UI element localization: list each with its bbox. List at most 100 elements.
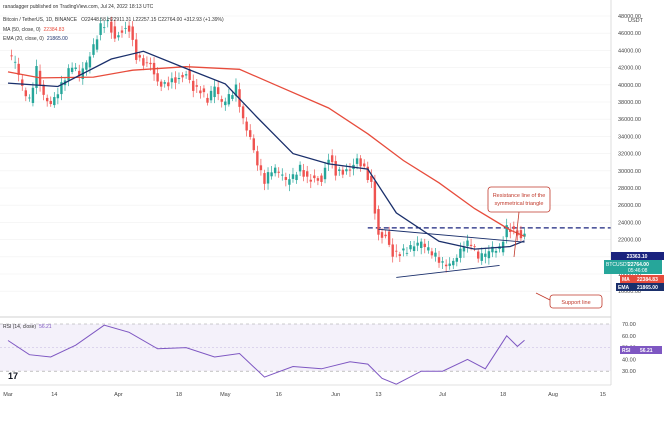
rsi-legend[interactable]: RSI (14, close) 56.21 xyxy=(3,324,52,330)
ema-tag-value: 21865.00 xyxy=(637,285,658,291)
price-axis[interactable]: 48000.00 46000.00 44000.00 42000.00 40000.00… xyxy=(618,14,641,295)
candle-body xyxy=(462,246,466,252)
support-note-pointer xyxy=(535,292,551,301)
candle-body xyxy=(202,88,206,93)
rsi-tag-value: 56.21 xyxy=(640,348,653,354)
price-tick-label: 44000.00 xyxy=(618,48,641,54)
resistance-note-box xyxy=(487,186,551,213)
candle-body xyxy=(284,177,288,180)
candle-body xyxy=(338,169,341,171)
candle-body xyxy=(24,90,28,97)
candle-body xyxy=(156,73,159,82)
candle-body xyxy=(377,209,380,235)
candle-body xyxy=(444,264,448,267)
candle-body xyxy=(466,240,469,247)
rsi-path xyxy=(7,324,525,385)
price-tick-label: 34000.00 xyxy=(618,134,641,140)
candle-body xyxy=(184,74,188,76)
candle-body xyxy=(227,94,231,105)
candle-body xyxy=(402,248,405,251)
candle-body xyxy=(313,175,316,179)
tradingview-logo: 17 xyxy=(8,371,18,381)
candle-body xyxy=(110,21,113,33)
candle-body xyxy=(206,97,209,103)
candle-body xyxy=(334,161,337,176)
candle-body xyxy=(49,100,52,105)
candle-body xyxy=(67,68,70,81)
candle-body xyxy=(398,254,402,256)
rsi-pane[interactable] xyxy=(0,323,611,385)
resistance-trendline xyxy=(378,228,525,243)
candle-body xyxy=(117,35,120,38)
candle-body xyxy=(523,233,526,237)
ma-tag-value: 22384.83 xyxy=(637,277,658,283)
candle-body xyxy=(434,252,437,257)
price-tick-label: 48000.00 xyxy=(618,14,641,20)
time-tick-label: May xyxy=(220,392,231,398)
candle-body xyxy=(95,39,99,50)
candle-body xyxy=(427,247,430,251)
candle-body xyxy=(92,44,95,55)
candle-body xyxy=(455,257,459,262)
candle-body xyxy=(316,178,320,181)
rsi-tick-label: 30.00 xyxy=(622,369,636,375)
candle-body xyxy=(213,86,216,98)
candle-body xyxy=(31,87,35,103)
candle-body xyxy=(220,99,223,102)
candle-body xyxy=(298,164,302,172)
candle-body xyxy=(512,226,516,230)
candle-body xyxy=(188,69,191,80)
candle-body xyxy=(505,225,508,238)
currency-label: USDT xyxy=(628,18,644,24)
time-tick-label: 18 xyxy=(176,392,182,398)
support-note-label: Support line xyxy=(561,300,590,306)
candle-body xyxy=(78,70,81,76)
ema-tag: EMA 21865.00 xyxy=(616,283,664,291)
support-trendline xyxy=(396,264,500,278)
candle-body xyxy=(88,56,92,68)
last-symbol-label: BTCUSDT xyxy=(606,262,630,268)
candle-body xyxy=(120,30,124,33)
candle-body xyxy=(288,179,291,185)
candle-body xyxy=(412,246,416,252)
candle-body xyxy=(263,173,266,184)
candle-body xyxy=(149,62,152,65)
resistance-note-line2: symmetrical triangle xyxy=(495,201,544,207)
candle-body xyxy=(192,80,195,91)
candle-body xyxy=(423,243,426,248)
price-tick-label: 22000.00 xyxy=(618,238,641,244)
ma-tag-label: MA xyxy=(622,277,630,283)
candle-body xyxy=(291,174,295,179)
time-tick-label: 13 xyxy=(375,392,381,398)
candle-body xyxy=(363,163,366,167)
candle-body xyxy=(28,97,31,99)
candle-body xyxy=(405,252,409,254)
candle-body xyxy=(145,62,149,64)
publisher-line: ranadagger published on TradingView.com,… xyxy=(3,4,154,10)
ema20-path xyxy=(7,50,525,250)
candle-body xyxy=(224,101,227,106)
candle-body xyxy=(359,158,362,167)
candle-body xyxy=(13,61,17,63)
time-tick-label: Mar xyxy=(3,392,13,398)
annotations: Resistance line of the symmetrical trian… xyxy=(487,186,603,309)
rsi-tick-label: 60.00 xyxy=(622,334,636,340)
candle-body xyxy=(249,130,252,137)
time-tick-label: Apr xyxy=(114,392,123,398)
time-axis[interactable]: Mar 14 Apr 18 May 16 Jun 13 Jul 18 Aug 15 xyxy=(3,392,606,398)
candle-body xyxy=(195,85,198,87)
candle-body xyxy=(448,263,451,266)
candle-body xyxy=(131,26,134,40)
candle-body xyxy=(252,138,255,151)
candle-body xyxy=(231,95,234,99)
candle-body xyxy=(45,97,49,102)
ema-legend[interactable]: EMA (20, close, 0) 21865.00 xyxy=(3,36,68,42)
candle-body xyxy=(270,172,273,177)
candle-body xyxy=(452,260,455,266)
time-tick-label: 16 xyxy=(276,392,282,398)
candle-body xyxy=(216,87,220,95)
price-tick-label: 28000.00 xyxy=(618,186,641,192)
last-price-tag: BTCUSDT 22764.00 05:46:08 xyxy=(604,260,662,274)
ma-legend[interactable]: MA (50, close, 0) 22384.83 xyxy=(3,27,65,33)
